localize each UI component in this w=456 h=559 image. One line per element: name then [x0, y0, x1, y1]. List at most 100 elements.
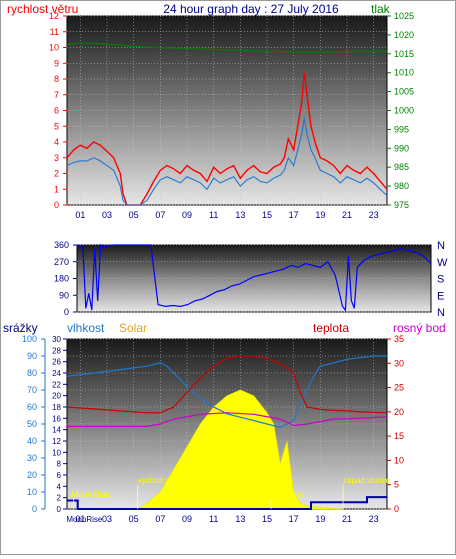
panel1-right-tick-label: 1005	[394, 87, 414, 97]
solar-tick-label: 20	[52, 392, 61, 401]
solar-tick-label: 2	[57, 494, 62, 503]
panel1-right-tick-label: 995	[394, 124, 409, 134]
annotation-label: Moon Set	[269, 490, 304, 499]
panel2-left-tick-label: 90	[59, 290, 69, 300]
panel1-left-tick-label: 6	[54, 106, 59, 116]
panel1-x-tick-label: 01	[75, 210, 85, 220]
solar-tick-label: 26	[52, 358, 61, 367]
temperature-tick-label: 15	[394, 431, 404, 441]
dew-point-label: rosný bod	[393, 321, 446, 335]
panel1-left-tick-label: 7	[54, 90, 59, 100]
panel1-right-tick-label: 1015	[394, 49, 414, 59]
panel1-right-tick-label: 1000	[394, 106, 414, 116]
panel3-annotations: východ slunce západ slunce Moon Rise Moon S…	[66, 476, 390, 524]
panel1-right-tick-label: 975	[394, 200, 409, 210]
rain-tick-label: 0	[32, 504, 37, 514]
panel1-right-tick-label: 990	[394, 143, 409, 153]
series-temperature	[66, 355, 388, 414]
solar-tick-label: 30	[52, 335, 61, 344]
solar-tick-label: 14	[52, 426, 61, 435]
solar-tick-label: 6	[57, 471, 62, 480]
panel1-x-tick-label: 07	[155, 210, 165, 220]
panel1-x-tick-label: 21	[342, 210, 352, 220]
panel3-x-tick-label: 09	[182, 514, 192, 524]
rain-tick-label: 80	[27, 368, 37, 378]
panel1-right-label: tlak	[371, 2, 391, 16]
panel2-left-axis: 0 90 180 270 360	[54, 240, 77, 317]
rain-tick-label: 40	[27, 436, 37, 446]
series-solar	[136, 389, 344, 510]
panel1-x-tick-label: 13	[235, 210, 245, 220]
series-direction	[76, 243, 432, 312]
panel2-compass-label: W	[437, 257, 448, 269]
chart-title: 24 hour graph day : 27 July 2016	[163, 2, 339, 16]
panel1-left-tick-label: 12	[49, 11, 59, 21]
series-rain	[67, 496, 387, 510]
panel1-x-tick-label: 23	[369, 210, 379, 220]
rain-tick-label: 100	[22, 334, 37, 344]
panel1-left-tick-label: 3	[54, 153, 59, 163]
solar-tick-label: 4	[57, 482, 62, 491]
panel1-left-tick-label: 5	[54, 121, 59, 131]
panel2-series	[76, 243, 432, 312]
panel1-x-tick-label: 05	[129, 210, 139, 220]
panel3-x-tick-label: 21	[342, 514, 352, 524]
solar-tick-label: 28	[52, 346, 61, 355]
panel2-compass-label: E	[437, 290, 444, 302]
panel1-right-tick-label: 1010	[394, 68, 414, 78]
annotation-label: západ slunce	[343, 476, 391, 485]
temperature-tick-label: 30	[394, 358, 404, 368]
solar-tick-label: 8	[57, 460, 62, 469]
solar-tick-label: 22	[52, 380, 61, 389]
panel1-grid	[67, 15, 387, 206]
panel1-left-tick-label: 10	[49, 43, 59, 53]
temperature-tick-label: 20	[394, 407, 404, 417]
annotation-label: východ slunce	[138, 476, 189, 485]
panel3-series	[66, 355, 388, 510]
panel1-x-tick-label: 03	[102, 210, 112, 220]
panel2-grid	[77, 244, 431, 313]
rain-tick-label: 30	[27, 453, 37, 463]
temperature-tick-label: 5	[394, 480, 399, 490]
series-average	[66, 118, 388, 206]
panel3-axes: 0102030405060708090100024681012141618202…	[22, 334, 404, 514]
panel1-x-tick-label: 09	[182, 210, 192, 220]
panel3-x-tick-label: 07	[155, 514, 165, 524]
rain-tick-label: 10	[27, 487, 37, 497]
panel1-right-axis: 975 980 985 990 995 1000 1005 1010 1015 1020 1025	[387, 11, 414, 210]
panel3-x-tick-label: 05	[129, 514, 139, 524]
panel3-x-tick-label: 11	[209, 514, 218, 524]
panel1-left-tick-label: 11	[50, 27, 59, 37]
panel2-left-tick-label: 0	[64, 307, 69, 317]
panel3-x-tick-label: 01	[75, 514, 85, 524]
panel1-series	[66, 42, 388, 206]
panel3-x-tick-label: 23	[369, 514, 379, 524]
panel3-x-tick-label: 19	[315, 514, 325, 524]
temperature-tick-label: 10	[394, 455, 404, 465]
panel1-left-tick-label: 4	[54, 137, 59, 147]
panel1-x-tick-label: 17	[289, 210, 299, 220]
panel2-compass-label: N	[437, 307, 445, 319]
series-dew_point	[67, 412, 388, 427]
panel2-compass-label: N	[437, 240, 445, 252]
panel3-x-tick-label: 03	[102, 514, 112, 524]
temperature-tick-label: 0	[394, 504, 399, 514]
panel1-x-tick-label: 19	[315, 210, 325, 220]
panel2-compass-label: S	[437, 274, 444, 286]
solar-tick-label: 18	[52, 403, 61, 412]
series-pressure	[66, 42, 387, 53]
solar-tick-label: 16	[52, 414, 61, 423]
panel1-right-tick-label: 1025	[394, 11, 414, 21]
annotation-label: Moon Rise	[72, 490, 111, 499]
panel1-left-tick-label: 1	[54, 184, 59, 194]
panel1-left-label: rychlost větru	[7, 2, 78, 16]
panel2-left-tick-label: 180	[54, 274, 69, 284]
panel1-left-tick-label: 2	[54, 169, 59, 179]
panel1-x-tick-label: 11	[209, 210, 218, 220]
moonrise-x-label: MoonRise	[66, 515, 103, 524]
panel3-x-tick-label: 15	[262, 514, 272, 524]
humidity-label: vlhkost	[67, 321, 105, 335]
